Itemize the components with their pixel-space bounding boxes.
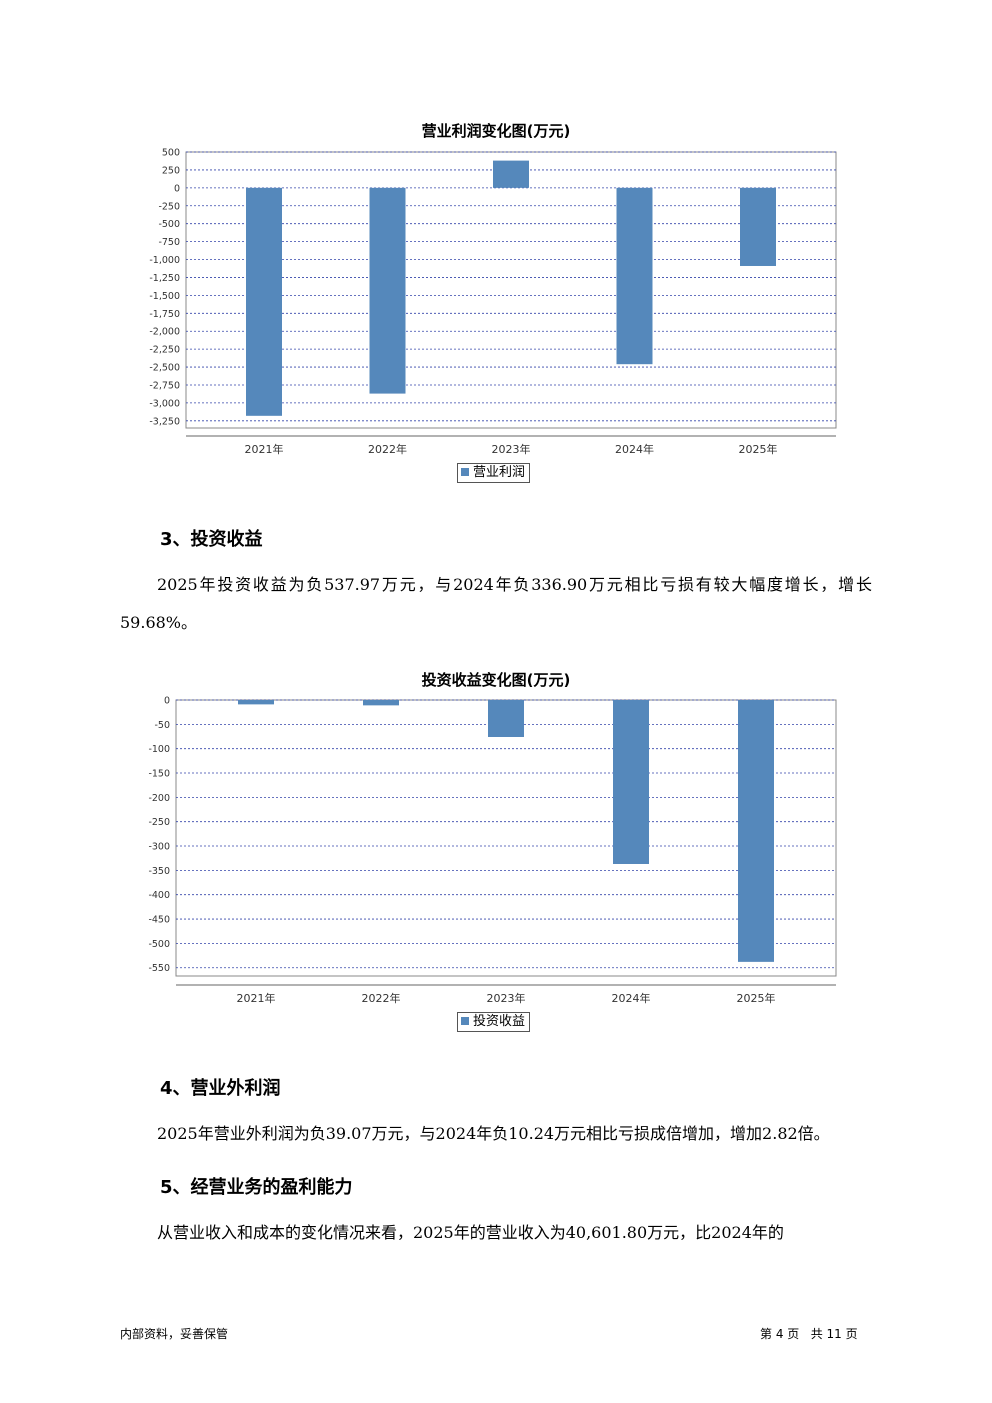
y-tick-label: -3,250	[149, 416, 180, 427]
chart-legend: 投资收益	[457, 1012, 531, 1032]
x-tick-label: 2022年	[368, 442, 407, 456]
bar	[493, 160, 529, 188]
bar	[738, 700, 774, 962]
x-tick-label: 2023年	[492, 442, 531, 456]
y-tick-label: -400	[148, 890, 170, 901]
y-tick-label: -350	[148, 866, 170, 877]
legend-swatch	[461, 468, 469, 476]
plot-frame	[175, 699, 837, 977]
y-tick-label: -200	[148, 793, 170, 804]
y-tick-label: -750	[158, 237, 180, 248]
bar	[616, 187, 653, 365]
paragraph-profitability: 从营业收入和成本的变化情况来看，2025年的营业收入为40,601.80万元，比…	[157, 1223, 784, 1242]
x-tick-label: 2023年	[487, 991, 526, 1005]
y-tick-label: -50	[154, 720, 170, 731]
investment-income-plot: 0 -50 -100 -150 -200 -250 -300 -350 -400 -450 -500…	[148, 696, 837, 1005]
y-tick-label: 500	[162, 148, 180, 159]
y-tick-label: -150	[148, 769, 170, 780]
chart-title: 投资收益变化图(万元)	[421, 671, 571, 689]
y-tick-label: -100	[148, 744, 170, 755]
section-heading-profitability: 5、经营业务的盈利能力	[160, 1177, 353, 1198]
y-tick-label: -550	[148, 963, 170, 974]
x-tick-label: 2025年	[737, 991, 776, 1005]
section-heading-investment-income: 3、投资收益	[160, 529, 263, 550]
y-tick-label: -3,000	[149, 398, 180, 409]
x-tick-label: 2025年	[739, 442, 778, 456]
bar	[246, 187, 282, 416]
paragraph-non-operating-profit: 2025年营业外利润为负39.07万元，与2024年负10.24万元相比亏损成倍…	[157, 1124, 830, 1143]
operating-profit-plot: 500 250 0 -250 -500 -750 -1,000 -1,250 -1,500 -1,…	[149, 148, 837, 456]
footer-page-number: 第 4 页 共 11 页	[760, 1327, 858, 1341]
y-tick-label: -2,500	[149, 363, 180, 374]
y-tick-label: -2,750	[149, 380, 180, 391]
x-tick-label: 2021年	[237, 991, 276, 1005]
y-tick-label: -300	[148, 842, 170, 853]
y-tick-label: -250	[158, 201, 180, 212]
y-tick-label: -1,250	[149, 273, 180, 284]
y-tick-label: -1,500	[149, 291, 180, 302]
bar	[488, 700, 524, 737]
legend-label: 投资收益	[473, 1014, 526, 1029]
y-tick-label: 0	[174, 183, 180, 194]
x-tick-label: 2024年	[615, 442, 654, 456]
bar	[238, 700, 274, 705]
y-tick-label: -1,750	[149, 309, 180, 320]
paragraph-investment-income: 2025年投资收益为负537.97万元，与2024年负336.90万元相比亏损有…	[120, 575, 872, 632]
y-tick-label: -500	[158, 219, 180, 230]
footer-left: 内部资料，妥善保管	[120, 1327, 229, 1341]
plot-frame	[185, 151, 837, 429]
y-tick-label: -2,250	[149, 345, 180, 356]
x-tick-label: 2024年	[612, 991, 651, 1005]
y-tick-label: -250	[148, 817, 170, 828]
x-tick-label: 2021年	[245, 442, 284, 456]
y-tick-label: 250	[162, 165, 180, 176]
y-tick-label: 0	[164, 696, 170, 707]
bar	[613, 700, 649, 864]
bar	[369, 187, 406, 394]
legend-swatch	[461, 1017, 469, 1025]
y-tick-label: -450	[148, 915, 170, 926]
y-tick-label: -2,000	[149, 327, 180, 338]
x-tick-label: 2022年	[362, 991, 401, 1005]
y-tick-label: -500	[148, 939, 170, 950]
chart-title: 营业利润变化图(万元)	[421, 122, 571, 140]
y-tick-label: -1,000	[149, 255, 180, 266]
bar	[363, 700, 399, 706]
chart-legend: 营业利润	[457, 463, 531, 483]
section-heading-non-operating-profit: 4、营业外利润	[160, 1078, 281, 1099]
legend-label: 营业利润	[473, 465, 526, 480]
bar	[740, 187, 776, 266]
